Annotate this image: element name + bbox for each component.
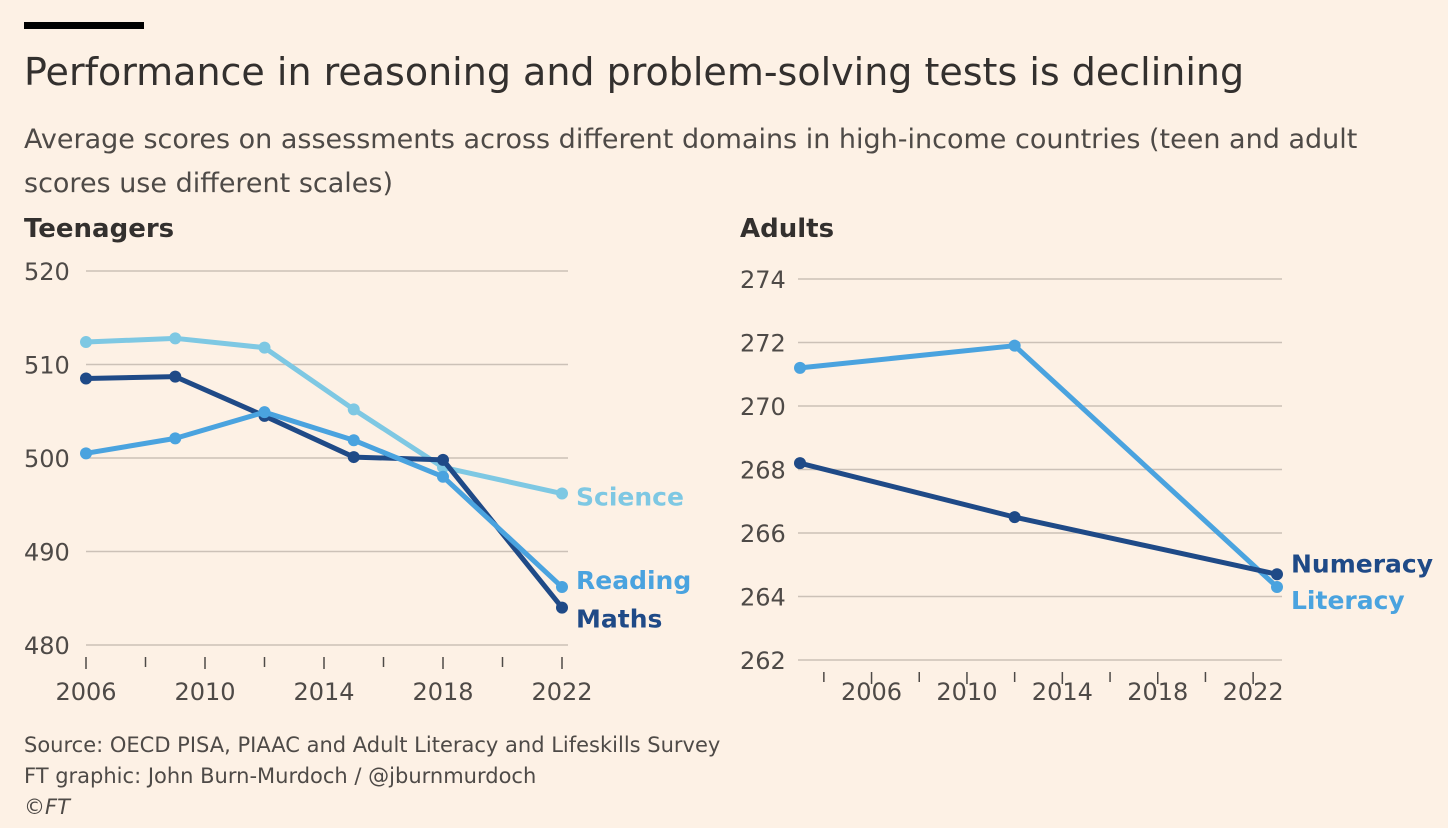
numeracy-series-label: Numeracy: [1291, 549, 1433, 578]
teen-y-tick-label: 480: [24, 632, 70, 660]
chart-title: Performance in reasoning and problem-sol…: [24, 50, 1245, 94]
literacy-series-label: Literacy: [1291, 586, 1405, 615]
adult-y-tick-label: 262: [740, 647, 786, 675]
adult-x-tick-label: 2010: [936, 678, 997, 706]
teen-x-tick-label: 2014: [293, 678, 354, 706]
literacy-line: [797, 343, 1280, 590]
reading-point: [258, 406, 271, 419]
teen-panel-title: Teenagers: [24, 214, 175, 244]
adult-y-tick-label: 268: [740, 457, 786, 485]
reading-point: [556, 581, 568, 594]
maths-point: [80, 372, 92, 385]
teen-y-tick-label: 490: [24, 539, 70, 567]
chart-subtitle: Average scores on assessments across dif…: [24, 124, 1358, 199]
adult-y-tick-label: 266: [740, 520, 786, 548]
adult-x-tick-label: 2006: [841, 678, 902, 706]
copyright-note: ©FT: [24, 795, 70, 819]
numeracy-point: [1008, 511, 1021, 524]
maths-point: [347, 451, 360, 464]
reading-point: [169, 432, 182, 445]
numeracy-point: [1271, 568, 1283, 581]
numeracy-point: [794, 457, 806, 470]
maths-point: [437, 453, 449, 466]
science-point: [258, 341, 271, 354]
science-point: [80, 336, 92, 349]
maths-line: [83, 374, 565, 611]
maths-series-label: Maths: [576, 605, 662, 634]
literacy-point: [794, 361, 806, 374]
credit-note: FT graphic: John Burn-Murdoch / @jburnmu…: [24, 764, 537, 788]
maths-point: [556, 601, 568, 614]
literacy-point: [1271, 580, 1283, 593]
teen-x-tick-label: 2022: [531, 678, 592, 706]
science-point: [556, 487, 568, 500]
reading-series-label: Reading: [576, 566, 691, 595]
teen-x-tick-label: 2006: [55, 678, 116, 706]
adult-x-tick-label: 2022: [1223, 678, 1284, 706]
science-point: [347, 403, 360, 416]
literacy-point: [1008, 339, 1021, 352]
teen-y-tick-label: 500: [24, 445, 70, 473]
adult-x-tick-label: 2014: [1032, 678, 1093, 706]
brand-bar: [24, 22, 144, 29]
teen-y-tick-label: 510: [24, 352, 70, 380]
teen-y-tick-label: 520: [24, 258, 70, 286]
science-point: [169, 332, 182, 345]
reading-point: [80, 447, 92, 460]
source-note: Source: OECD PISA, PIAAC and Adult Liter…: [24, 733, 721, 757]
adult-y-tick-label: 274: [740, 266, 786, 294]
science-line: [83, 335, 565, 497]
teen-x-tick-label: 2010: [174, 678, 235, 706]
reading-point: [347, 434, 360, 447]
adult-y-tick-label: 272: [740, 330, 786, 358]
adult-x-tick-label: 2018: [1127, 678, 1188, 706]
adult-panel-title: Adults: [740, 214, 835, 244]
reading-line: [83, 409, 565, 590]
teen-x-tick-label: 2018: [412, 678, 473, 706]
maths-point: [169, 370, 182, 383]
adult-y-tick-label: 270: [740, 393, 786, 421]
science-series-label: Science: [576, 483, 684, 512]
adult-y-tick-label: 264: [740, 584, 786, 612]
reading-point: [437, 470, 449, 483]
